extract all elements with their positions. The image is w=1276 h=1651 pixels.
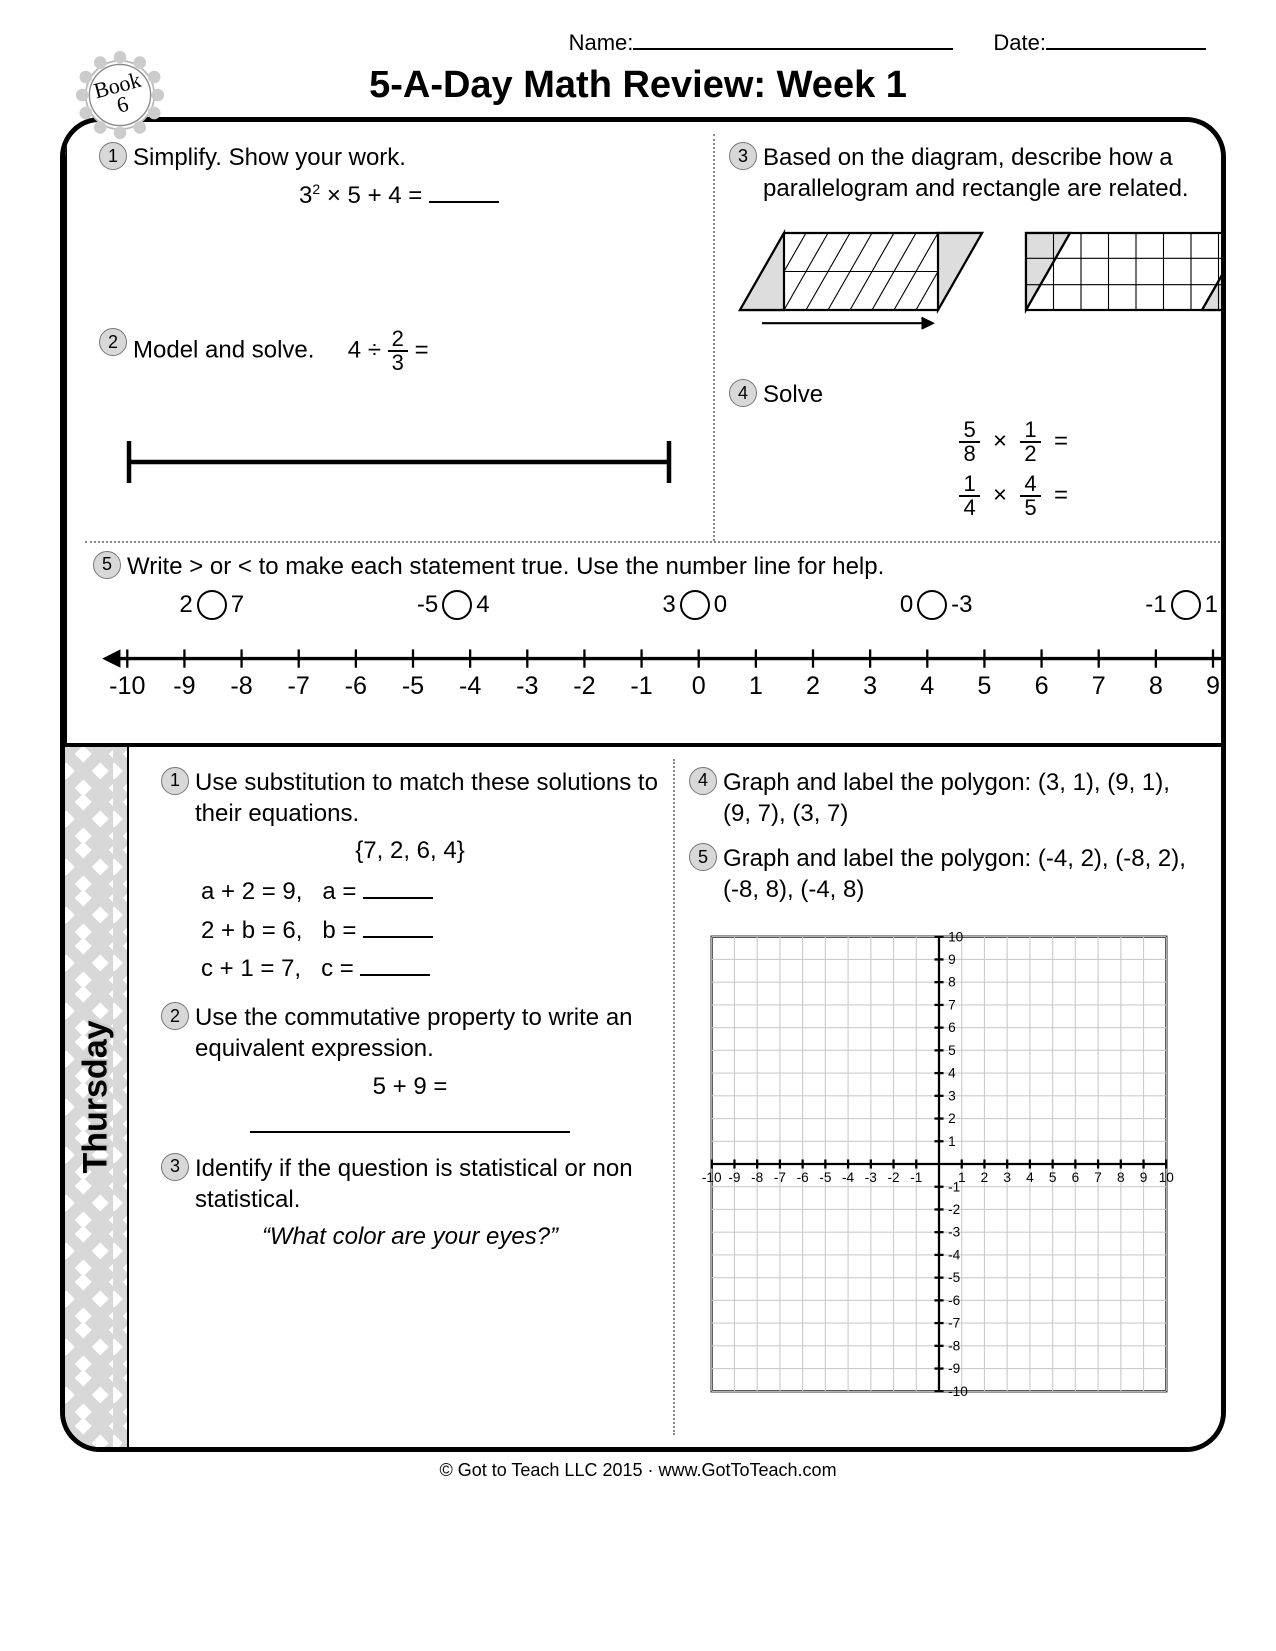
- svg-text:7: 7: [948, 997, 956, 1012]
- svg-text:-8: -8: [751, 1170, 763, 1185]
- svg-text:-10: -10: [109, 672, 145, 700]
- svg-text:9: 9: [948, 952, 956, 967]
- svg-text:-9: -9: [728, 1170, 740, 1185]
- svg-text:9: 9: [1206, 672, 1220, 700]
- svg-text:-5: -5: [819, 1170, 831, 1185]
- svg-text:-9: -9: [173, 672, 195, 700]
- svg-text:-5: -5: [402, 672, 424, 700]
- answer-blank[interactable]: [363, 918, 433, 938]
- compare-circle[interactable]: [197, 590, 227, 620]
- parallelogram-diagram: [729, 222, 1226, 332]
- svg-text:3: 3: [948, 1088, 956, 1103]
- svg-text:5: 5: [977, 672, 991, 700]
- svg-text:-3: -3: [516, 672, 538, 700]
- compare-circle[interactable]: [442, 590, 472, 620]
- compare-circle[interactable]: [680, 590, 710, 620]
- page-title: 5-A-Day Math Review: Week 1: [40, 64, 1236, 107]
- svg-text:3: 3: [863, 672, 877, 700]
- svg-text:6: 6: [948, 1020, 956, 1035]
- answer-line[interactable]: [250, 1131, 570, 1133]
- answer-blank[interactable]: [429, 183, 499, 203]
- svg-text:3: 3: [1003, 1170, 1011, 1185]
- svg-text:-10: -10: [702, 1170, 722, 1185]
- svg-text:4: 4: [948, 1065, 956, 1080]
- coordinate-grid: -10 -10 -9 -9 -8 -8 -7 -7 -6 -6 -5 -5 -4 -4 -3 -3 -2 -2 -1…: [689, 914, 1189, 1414]
- svg-text:2: 2: [981, 1170, 989, 1185]
- wed-problem-1: 1 Simplify. Show your work. 32 × 5 + 4 =…: [85, 134, 713, 541]
- svg-text:4: 4: [920, 672, 934, 700]
- svg-text:2: 2: [806, 672, 820, 700]
- svg-text:-2: -2: [573, 672, 595, 700]
- thursday-row: Thursday 1 Use substitution to match the…: [65, 743, 1221, 1447]
- svg-text:1: 1: [749, 672, 763, 700]
- compare-circle[interactable]: [1171, 590, 1201, 620]
- svg-text:2: 2: [948, 1111, 956, 1126]
- svg-text:-1: -1: [630, 672, 652, 700]
- svg-text:8: 8: [948, 974, 956, 989]
- svg-text:-6: -6: [345, 672, 367, 700]
- svg-text:-4: -4: [842, 1170, 855, 1185]
- svg-text:10: 10: [948, 929, 964, 944]
- footer: © Got to Teach LLC 2015 · www.GotToTeach…: [40, 1460, 1236, 1481]
- header-fields: Name: Date:: [40, 30, 1236, 56]
- svg-text:-10: -10: [948, 1383, 968, 1398]
- compare-circle[interactable]: [917, 590, 947, 620]
- svg-text:7: 7: [1094, 1170, 1102, 1185]
- svg-text:5: 5: [948, 1042, 956, 1057]
- worksheet-frame: Wednesday 1 Simplify. Show your work. 32…: [60, 117, 1226, 1452]
- svg-text:-8: -8: [230, 672, 252, 700]
- svg-text:-2: -2: [887, 1170, 899, 1185]
- thu-left-col: 1 Use substitution to match these soluti…: [147, 759, 673, 1435]
- compare-pairs: 27-54300-3-11: [93, 590, 1226, 620]
- svg-text:-8: -8: [948, 1338, 960, 1353]
- svg-text:-1: -1: [910, 1170, 922, 1185]
- svg-text:8: 8: [1149, 672, 1163, 700]
- wed-problem-5: 5 Write > or < to make each statement tr…: [85, 541, 1226, 731]
- svg-text:1: 1: [948, 1133, 956, 1148]
- svg-text:4: 4: [1026, 1170, 1034, 1185]
- book-badge: Book6: [75, 50, 165, 140]
- svg-text:10: 10: [1159, 1170, 1175, 1185]
- date-blank[interactable]: [1046, 30, 1206, 50]
- svg-text:-7: -7: [288, 672, 310, 700]
- svg-text:5: 5: [1049, 1170, 1057, 1185]
- svg-text:6: 6: [1072, 1170, 1080, 1185]
- wednesday-row: Wednesday 1 Simplify. Show your work. 32…: [65, 122, 1221, 743]
- name-label: Name:: [569, 30, 634, 56]
- svg-text:-6: -6: [948, 1292, 960, 1307]
- svg-text:-3: -3: [865, 1170, 877, 1185]
- answer-blank[interactable]: [360, 956, 430, 976]
- svg-text:-5: -5: [948, 1270, 960, 1285]
- date-label: Date:: [993, 30, 1046, 56]
- number-line: -10-9-8-7-6-5-4-3-2-1012345678910: [93, 630, 1226, 710]
- answer-blank[interactable]: [363, 879, 433, 899]
- svg-text:-4: -4: [948, 1247, 961, 1262]
- svg-text:7: 7: [1092, 672, 1106, 700]
- svg-text:-7: -7: [948, 1315, 960, 1330]
- svg-text:-4: -4: [459, 672, 481, 700]
- svg-text:0: 0: [692, 672, 706, 700]
- segment-line: [99, 432, 699, 492]
- svg-text:8: 8: [1117, 1170, 1125, 1185]
- svg-text:-6: -6: [797, 1170, 809, 1185]
- svg-text:6: 6: [1035, 672, 1049, 700]
- svg-text:-3: -3: [948, 1224, 960, 1239]
- svg-text:-7: -7: [774, 1170, 786, 1185]
- svg-text:-2: -2: [948, 1202, 960, 1217]
- name-blank[interactable]: [633, 30, 953, 50]
- svg-text:-9: -9: [948, 1361, 960, 1376]
- thursday-tab: Thursday: [65, 747, 127, 1447]
- thu-right-col: 4 Graph and label the polygon: (3, 1), (…: [673, 759, 1203, 1435]
- svg-text:1: 1: [958, 1170, 966, 1185]
- wed-problem-3-4: 3 Based on the diagram, describe how a p…: [713, 134, 1226, 541]
- svg-text:9: 9: [1140, 1170, 1148, 1185]
